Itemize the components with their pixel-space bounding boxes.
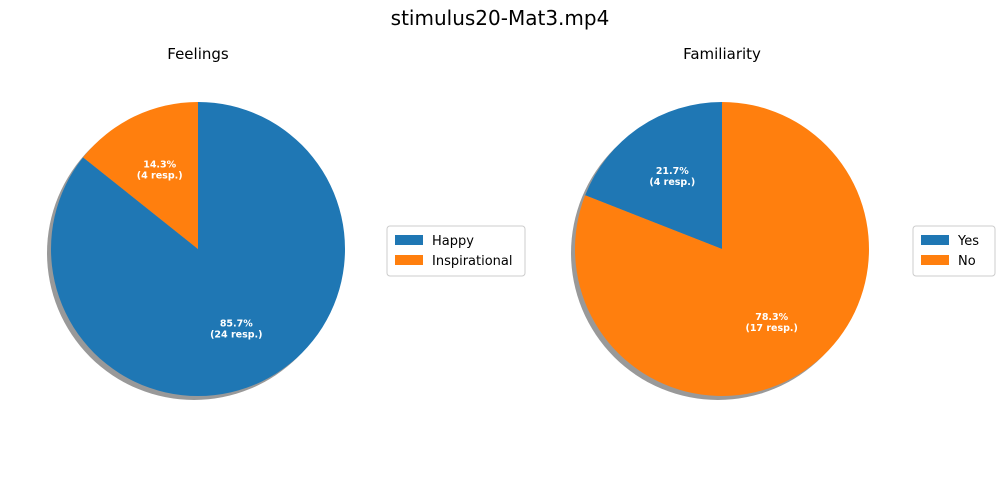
slice-count-label: (24 resp.)	[210, 330, 262, 341]
feelings-chart-title: Feelings	[167, 45, 229, 63]
slice-count-label: (4 resp.)	[649, 177, 695, 188]
legend-swatch-inspirational	[395, 255, 423, 265]
slice-count-label: (4 resp.)	[137, 171, 183, 182]
slice-label-yes: 21.7% (4 resp.)	[649, 166, 695, 188]
familiarity-slices: 21.7% (4 resp.) 78.3% (17 resp.)	[571, 102, 869, 400]
familiarity-pie-chart: Familiarity 21.7% (4 resp.) 78.3% (17 resp.…	[571, 45, 996, 400]
pie-slice-yes	[585, 102, 722, 249]
slice-pct-label: 78.3%	[755, 312, 788, 323]
pie-slice-no	[574, 102, 869, 396]
pie-slice-happy	[51, 102, 346, 396]
slice-label-happy: 85.7% (24 resp.)	[210, 319, 262, 341]
familiarity-legend-frame	[912, 225, 996, 277]
legend-swatch-yes	[921, 235, 949, 245]
legend-label-no: No	[958, 254, 976, 269]
legend-label-yes: Yes	[957, 234, 979, 249]
slice-pct-label: 85.7%	[220, 319, 253, 330]
slice-count-label: (17 resp.)	[745, 323, 797, 334]
legend-swatch-happy	[395, 235, 423, 245]
figure-title: stimulus20-Mat3.mp4	[390, 6, 610, 30]
feelings-slices: 85.7% (24 resp.) 14.3% (4 resp.)	[47, 102, 346, 400]
legend-label-happy: Happy	[432, 234, 474, 249]
pie-slice-inspirational	[83, 102, 198, 249]
feelings-legend: Happy Inspirational	[386, 225, 526, 277]
slice-pct-label: 14.3%	[143, 160, 176, 171]
slice-pct-label: 21.7%	[656, 166, 689, 177]
familiarity-legend: Yes No	[912, 225, 996, 277]
legend-swatch-no	[921, 255, 949, 265]
slice-label-no: 78.3% (17 resp.)	[745, 312, 797, 334]
feelings-pie-chart: Feelings 85.7% (24 resp.) 14.3% (4 resp.) H…	[47, 45, 526, 400]
familiarity-chart-title: Familiarity	[683, 45, 761, 63]
slice-label-inspirational: 14.3% (4 resp.)	[137, 160, 183, 182]
legend-label-inspirational: Inspirational	[432, 254, 513, 269]
